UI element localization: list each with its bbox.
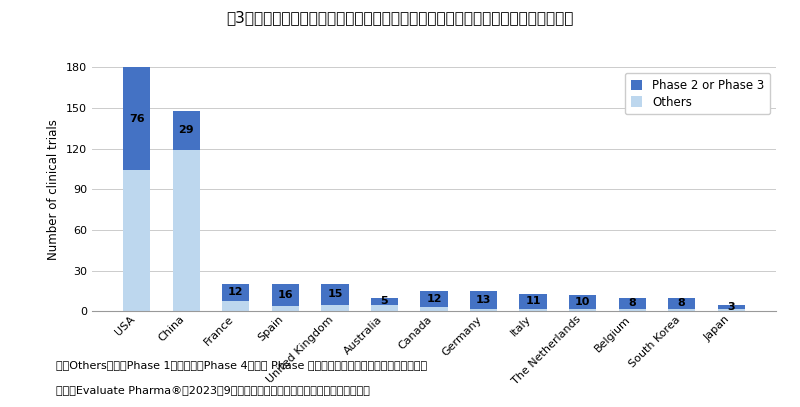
Bar [569,309,596,311]
Bar [470,291,497,309]
Text: 5: 5 [381,296,388,306]
Text: 10: 10 [575,297,590,307]
Bar [470,309,497,311]
Bar [222,300,250,311]
Text: 13: 13 [476,295,491,305]
Text: 11: 11 [526,296,541,306]
Bar [173,150,200,311]
Text: 12: 12 [426,294,442,304]
Bar [718,304,745,309]
Text: 15: 15 [327,289,342,300]
Bar [272,284,299,306]
Bar [668,298,695,309]
Bar [272,306,299,311]
Text: 76: 76 [129,114,145,124]
Bar [618,309,646,311]
Text: 3: 3 [727,302,735,312]
Text: 図3　各国における遅伝子細胞治療の臨床試験数（２０２１年１月１日以降に開始）: 図3 各国における遅伝子細胞治療の臨床試験数（２０２１年１月１日以降に開始） [226,10,574,25]
Text: 8: 8 [678,298,686,308]
Bar [222,284,250,300]
Bar [173,111,200,150]
Y-axis label: Number of clinical trials: Number of clinical trials [47,119,61,260]
Bar [618,298,646,309]
Text: 出所：Evaluate Pharma®（2023年9月時点）をもとに医薬産業政策研究所にて作成: 出所：Evaluate Pharma®（2023年9月時点）をもとに医薬産業政策… [56,385,370,395]
Bar [420,307,448,311]
Bar [371,298,398,304]
Bar [123,170,150,311]
Bar [420,291,448,307]
Bar [322,304,349,311]
Bar [519,294,546,309]
Text: 8: 8 [628,298,636,308]
Bar [519,309,546,311]
Legend: Phase 2 or Phase 3, Others: Phase 2 or Phase 3, Others [625,73,770,114]
Text: 注：Othersには、Phase 1試験の他、Phase 4試験や Phase に関する情報がない臨床試験が含まれる: 注：Othersには、Phase 1試験の他、Phase 4試験や Phase … [56,360,427,370]
Bar [668,309,695,311]
Bar [371,304,398,311]
Text: 29: 29 [178,125,194,135]
Text: 12: 12 [228,287,243,298]
Bar [718,309,745,311]
Text: 16: 16 [278,290,293,300]
Bar [123,67,150,170]
Bar [322,284,349,304]
Bar [569,295,596,309]
